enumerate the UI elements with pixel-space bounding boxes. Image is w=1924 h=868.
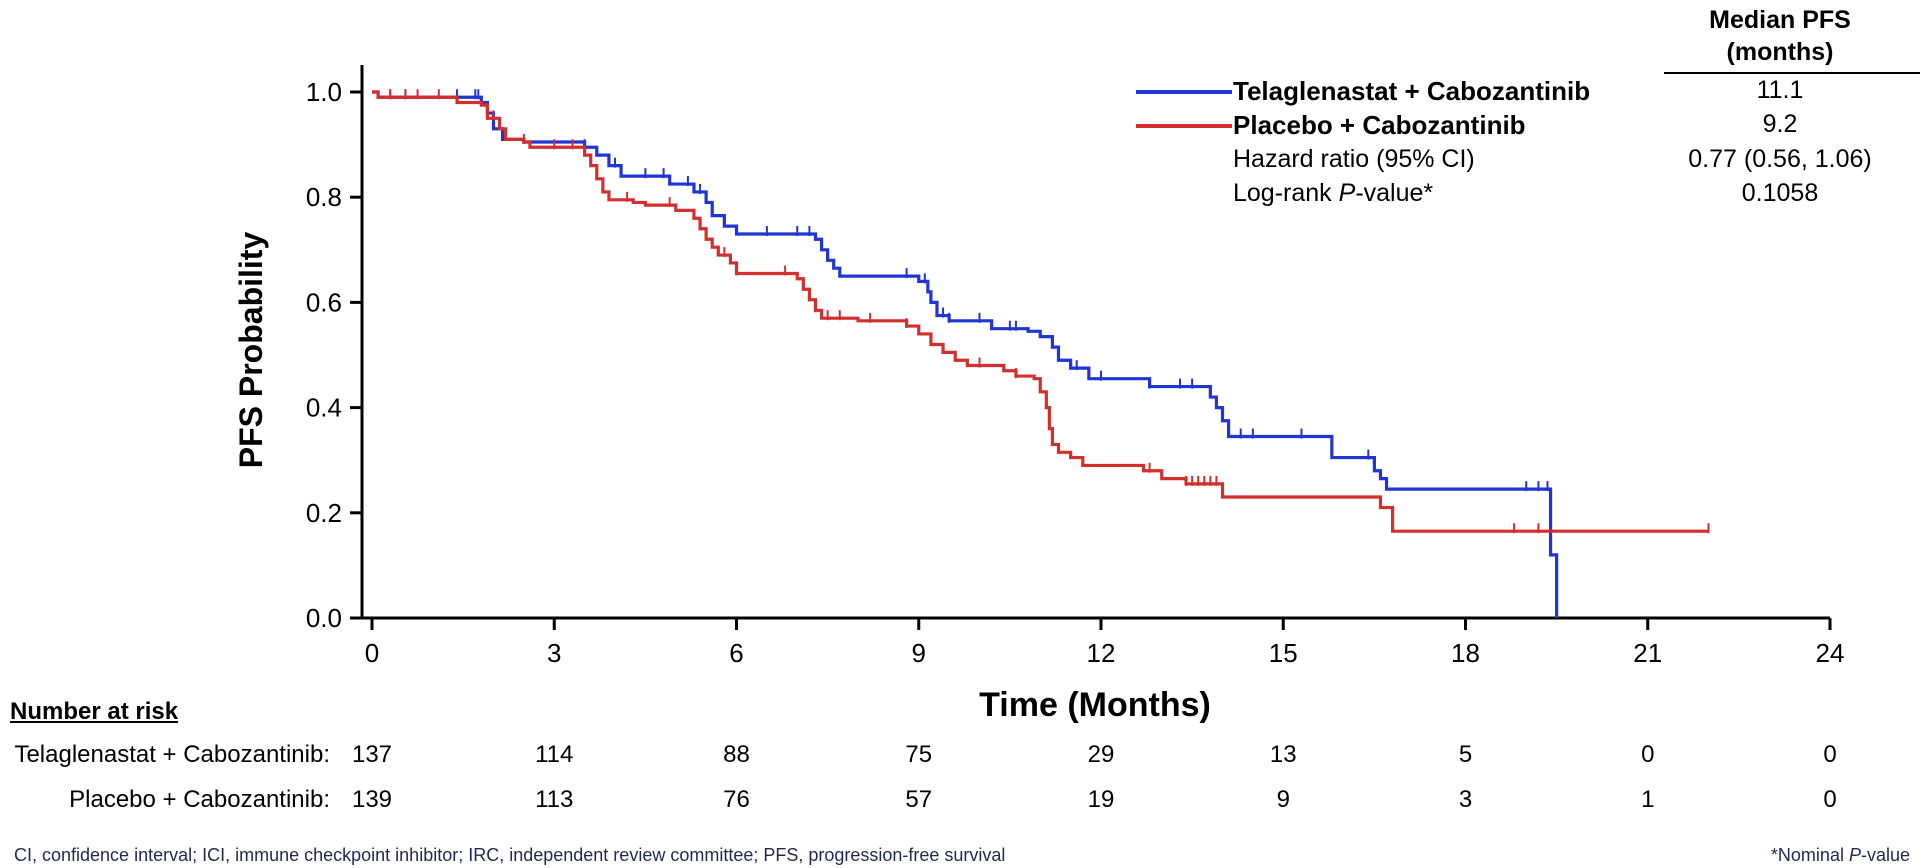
risk-table-title: Number at risk <box>10 698 179 725</box>
risk-count: 3 <box>1458 786 1473 813</box>
risk-count: 137 <box>351 741 393 768</box>
risk-count: 9 <box>1276 786 1290 813</box>
y-tick-label: 0.0 <box>306 603 342 633</box>
risk-count: 113 <box>535 786 574 813</box>
legend-label-placebo: Placebo + Cabozantinib <box>1233 110 1526 140</box>
x-tick-label: 18 <box>1451 638 1480 668</box>
risk-row-label-telaglenastat: Telaglenastat + Cabozantinib: <box>14 741 330 768</box>
legend-line-telaglenastat <box>1136 90 1232 94</box>
risk-count: 114 <box>535 741 574 768</box>
risk-count: 76 <box>723 786 750 813</box>
x-axis-label: Time (Months) <box>979 686 1211 724</box>
x-tick-label: 15 <box>1269 638 1298 668</box>
risk-count: 88 <box>723 741 750 768</box>
chart-axes <box>360 65 1830 620</box>
x-tick-label: 12 <box>1087 638 1116 668</box>
risk-count: 5 <box>1458 741 1473 768</box>
y-tick-label: 0.4 <box>306 393 342 423</box>
risk-count: 0 <box>1641 741 1655 768</box>
logrank-value: 0.1058 <box>1741 179 1819 207</box>
y-tick-label: 0.8 <box>306 182 342 212</box>
median-value-telaglenastat: 11.1 <box>1756 76 1804 104</box>
legend-label-telaglenastat: Telaglenastat + Cabozantinib <box>1233 76 1591 106</box>
risk-count: 0 <box>1823 786 1837 813</box>
y-tick-label: 0.6 <box>306 287 342 317</box>
y-axis-label: PFS Probability <box>233 232 269 469</box>
abbreviations-footnote: CI, confidence interval; ICI, immune che… <box>14 845 1006 865</box>
y-tick-label: 0.2 <box>306 498 342 528</box>
hazard-ratio-label: Hazard ratio (95% CI) <box>1233 145 1475 173</box>
chart-ticks: 0 3 6 9 12 15 18 21 24 0.0 0.2 0.4 0.6 0.8 1.0 <box>306 77 1845 668</box>
risk-count: 13 <box>1269 741 1297 768</box>
km-curve-placebo <box>372 90 1709 533</box>
x-tick-label: 3 <box>547 638 561 668</box>
x-tick-label: 6 <box>729 638 743 668</box>
risk-count: 75 <box>905 741 933 768</box>
x-tick-label: 9 <box>912 638 926 668</box>
risk-row-label-placebo: Placebo + Cabozantinib: <box>69 786 330 813</box>
median-header-rule <box>1664 72 1920 74</box>
hazard-ratio-value: 0.77 (0.56, 1.06) <box>1688 145 1872 173</box>
median-value-placebo: 9.2 <box>1762 110 1798 138</box>
risk-count: 19 <box>1087 786 1115 813</box>
median-pfs-header: Median PFS (months) <box>1709 6 1851 66</box>
y-tick-label: 1.0 <box>306 77 342 107</box>
legend-line-placebo <box>1136 124 1232 128</box>
x-tick-label: 24 <box>1816 638 1845 668</box>
x-tick-label: 21 <box>1633 638 1662 668</box>
nominal-p-footnote: *Nominal P-value <box>1770 845 1910 865</box>
risk-count: 29 <box>1087 741 1115 768</box>
logrank-label: Log-rank P-value* <box>1233 179 1434 207</box>
risk-count: 0 <box>1823 741 1837 768</box>
risk-count: 1 <box>1641 786 1655 813</box>
km-curves <box>372 89 1710 618</box>
risk-count: 57 <box>905 786 933 813</box>
risk-count: 139 <box>351 786 393 813</box>
x-tick-label: 0 <box>365 638 379 668</box>
